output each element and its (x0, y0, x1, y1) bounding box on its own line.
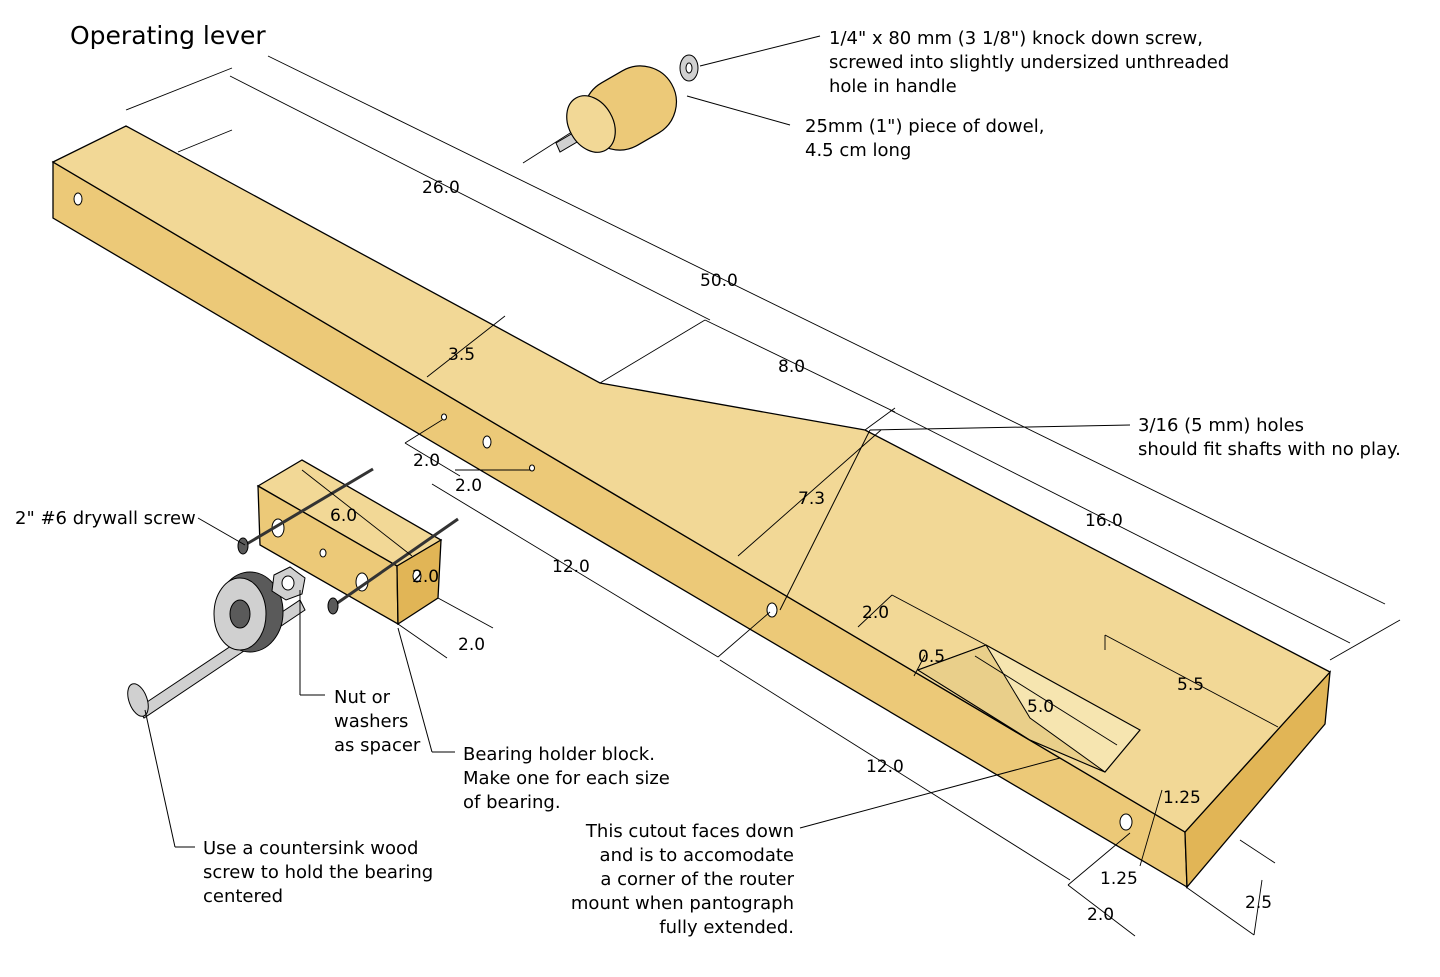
cutout-bevel (916, 644, 1106, 773)
note-dowel-1: 25mm (1") piece of dowel, (805, 116, 1044, 137)
dim-2-5: 2.5 (1245, 893, 1272, 913)
note-nut-1: Nut or (334, 687, 391, 708)
drywall-screw (244, 467, 374, 547)
dim-6: 6.0 (330, 506, 357, 526)
note-nut-3: as spacer (334, 735, 421, 756)
note-countersink-3: centered (203, 886, 283, 907)
dim-end-2: 2.0 (1087, 905, 1114, 925)
note-dowel-2: 4.5 cm long (805, 140, 911, 161)
pivot-hole (482, 435, 492, 449)
lever-top-face (51, 125, 1332, 833)
note-cutout-5: fully extended. (659, 917, 794, 938)
leader-lines (144, 35, 1131, 848)
dim-2b: 2.0 (455, 476, 482, 496)
dim-3-5: 3.5 (448, 345, 475, 365)
note-cutout-4: mount when pantograph (571, 893, 794, 914)
screw-head-icon (127, 683, 149, 717)
note-nut-2: washers (334, 711, 408, 732)
screw-head-icon (327, 597, 339, 615)
note-holes-2: should fit shafts with no play. (1138, 439, 1401, 460)
pilot-hole (441, 413, 447, 421)
bearing-holder-block (237, 459, 459, 626)
drywall-screw (332, 517, 459, 608)
dim-5-5: 5.5 (1177, 675, 1204, 695)
dim-8: 8.0 (778, 357, 805, 377)
screw-head-icon (237, 537, 249, 555)
dim-16: 16.0 (1085, 511, 1123, 531)
dim-2a: 2.0 (413, 451, 440, 471)
note-cutout-3: a corner of the router (600, 869, 794, 890)
dim-cutout-2: 2.0 (862, 603, 889, 623)
dim-12b: 12.0 (866, 757, 904, 777)
dowel-end (566, 95, 616, 153)
dim-7-3: 7.3 (798, 489, 825, 509)
note-block-2: Make one for each size (463, 768, 670, 789)
dimension-labels: 26.0 50.0 8.0 16.0 3.5 7.3 2.0 2.0 12.0 … (330, 178, 1272, 925)
dim-1-25a: 1.25 (1163, 788, 1201, 808)
note-block-1: Bearing holder block. (463, 744, 655, 765)
note-screw-3: hole in handle (829, 76, 957, 97)
operating-lever (51, 125, 1332, 889)
note-cutout-2: and is to accomodate (600, 845, 794, 866)
note-drywall: 2" #6 drywall screw (15, 508, 196, 529)
pilot-hole (529, 464, 535, 472)
bearing-assembly (127, 566, 306, 719)
note-screw-1: 1/4" x 80 mm (3 1/8") knock down screw, (829, 28, 1203, 49)
dim-26: 26.0 (422, 178, 460, 198)
note-block-3: of bearing. (463, 792, 561, 813)
dim-12a: 12.0 (552, 557, 590, 577)
end-hole (73, 192, 83, 206)
dim-block-depth: 2.0 (458, 635, 485, 655)
annotations: 1/4" x 80 mm (3 1/8") knock down screw, … (15, 28, 1401, 938)
dim-5: 5.0 (1027, 697, 1054, 717)
dim-block-height: 2.0 (412, 567, 439, 587)
dim-1-25b: 1.25 (1100, 869, 1138, 889)
note-countersink-1: Use a countersink wood (203, 838, 418, 859)
dim-50: 50.0 (700, 271, 738, 291)
dimension-lines (125, 55, 1401, 937)
dim-0-5: 0.5 (918, 647, 945, 667)
shaft-hole (766, 602, 778, 618)
note-screw-2: screwed into slightly undersized unthrea… (829, 52, 1229, 73)
diagram-title: Operating lever (70, 21, 266, 50)
dowel-handle (522, 54, 699, 164)
shaft-hole (1119, 813, 1133, 831)
note-countersink-2: screw to hold the bearing (203, 862, 433, 883)
bearing-inner (229, 599, 251, 629)
note-holes-1: 3/16 (5 mm) holes (1138, 415, 1304, 436)
note-cutout-1: This cutout faces down (585, 821, 794, 842)
